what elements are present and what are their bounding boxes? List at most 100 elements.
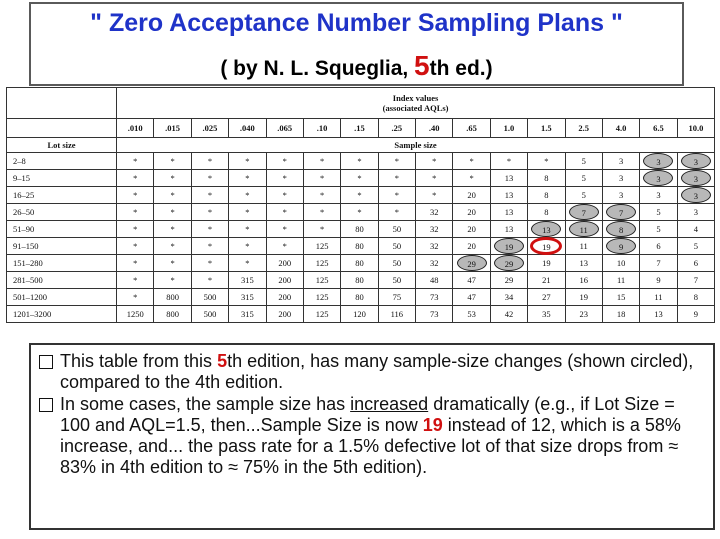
- sample-size-cell: *: [190, 254, 230, 272]
- sample-size-cell: 125: [302, 305, 342, 323]
- sample-size-cell: 3: [601, 152, 641, 170]
- note-text-1: This table from this 5th edition, has ma…: [60, 351, 705, 393]
- sample-size-cell: *: [228, 220, 267, 238]
- lot-size-cell: 2–8: [6, 152, 117, 170]
- aql-header-cell: .65: [452, 118, 491, 138]
- sample-size-cell: 125: [302, 271, 342, 289]
- checkbox-bullet-icon: [39, 355, 53, 369]
- aql-header-cell: .15: [340, 118, 379, 138]
- sample-size-cell: 35: [527, 305, 566, 323]
- sample-size-cell: *: [377, 169, 417, 187]
- note2-part-c: instead of 12, which is a 58% increase, …: [60, 415, 681, 477]
- index-values-header: Index values (associated AQLs): [115, 87, 716, 119]
- sample-size-cell: *: [340, 186, 379, 204]
- sample-size-cell: *: [377, 203, 417, 221]
- sample-size-cell: *: [265, 220, 304, 238]
- lot-size-cell: 501–1200: [6, 288, 117, 306]
- red-circle-highlight: 19: [530, 237, 563, 255]
- changed-circle-highlight: 3: [643, 153, 674, 169]
- sample-size-cell: 13: [639, 305, 678, 323]
- aql-header-cell: 1.0: [489, 118, 529, 138]
- sample-size-cell: 3: [676, 203, 716, 221]
- sample-size-cell: 315: [228, 288, 267, 306]
- sample-size-cell: *: [115, 152, 155, 170]
- sample-size-cell: 5: [564, 169, 603, 187]
- sample-size-cell: *: [340, 152, 379, 170]
- sample-size-cell: *: [115, 186, 155, 204]
- sample-size-cell: *: [265, 203, 304, 221]
- sample-size-cell: *: [302, 152, 342, 170]
- sample-size-cell: 50: [377, 237, 417, 255]
- sample-size-cell: 8: [527, 169, 566, 187]
- sample-size-cell: 47: [452, 288, 491, 306]
- sample-size-cell: *: [153, 169, 192, 187]
- changed-circle-highlight: 3: [680, 170, 711, 186]
- sample-size-cell: 29: [452, 254, 491, 272]
- note-text-2: In some cases, the sample size has incre…: [60, 394, 705, 478]
- note-bullet-2: In some cases, the sample size has incre…: [37, 394, 705, 478]
- sample-size-cell: *: [115, 169, 155, 187]
- sample-size-cell: *: [265, 152, 304, 170]
- changed-circle-highlight: 29: [456, 255, 487, 271]
- changed-circle-highlight: 8: [606, 221, 637, 237]
- sample-size-cell: *: [190, 237, 230, 255]
- table-row: 16–25 * * * * * * * * * 20 13 8 5 3 3 3: [6, 186, 716, 204]
- sample-size-cell: 80: [340, 237, 379, 255]
- sample-size-cell: 5: [564, 186, 603, 204]
- sample-size-cell: *: [153, 271, 192, 289]
- sample-size-cell: 73: [414, 288, 454, 306]
- sample-size-cell: 7: [676, 271, 716, 289]
- sample-size-cell: 13: [489, 220, 529, 238]
- sample-size-cell: 8: [676, 288, 716, 306]
- sample-size-cell: 19: [527, 254, 566, 272]
- sample-size-cell: 11: [564, 237, 603, 255]
- sample-size-cell: 7: [639, 254, 678, 272]
- changed-circle-highlight: 29: [493, 255, 524, 271]
- sample-size-cell: 800: [153, 305, 192, 323]
- sample-size-cell: *: [377, 186, 417, 204]
- sample-size-cell: 32: [414, 237, 454, 255]
- sample-size-cell: *: [228, 203, 267, 221]
- sample-size-cell: *: [153, 237, 192, 255]
- sample-size-cell: 20: [452, 220, 491, 238]
- subtitle-edition: 5: [414, 50, 430, 81]
- sample-size-cell: 3: [676, 186, 716, 204]
- lot-size-cell: 1201–3200: [6, 305, 117, 323]
- table-row: 281–500 * * * 315 200 125 80 50 48 47 29 21 16 11 9 7: [6, 271, 716, 289]
- sample-size-cell: 1250: [115, 305, 155, 323]
- lot-size-cell: 26–50: [6, 203, 117, 221]
- aql-header-cell: .25: [377, 118, 417, 138]
- sample-size-cell: *: [153, 220, 192, 238]
- sample-size-cell: 21: [527, 271, 566, 289]
- lot-size-header: Lot size: [6, 137, 117, 153]
- sample-size-cell: *: [414, 152, 454, 170]
- sample-size-cell: 47: [452, 271, 491, 289]
- sample-size-cell: 20: [452, 186, 491, 204]
- sample-size-cell: *: [302, 203, 342, 221]
- sample-size-cell: 8: [601, 220, 641, 238]
- sample-size-cell: 19: [527, 237, 566, 255]
- notes-box: This table from this 5th edition, has ma…: [29, 343, 715, 530]
- sample-size-cell: 3: [639, 186, 678, 204]
- sample-size-cell: *: [265, 169, 304, 187]
- sample-size-cell: 73: [414, 305, 454, 323]
- lot-size-cell: 16–25: [6, 186, 117, 204]
- sample-size-cell: *: [190, 203, 230, 221]
- sample-size-cell: *: [115, 220, 155, 238]
- sample-size-cell: 200: [265, 288, 304, 306]
- sample-size-cell: 50: [377, 254, 417, 272]
- sample-size-cell: 125: [302, 237, 342, 255]
- sample-size-cell: *: [302, 220, 342, 238]
- sample-size-cell: *: [190, 220, 230, 238]
- sample-size-cell: *: [265, 237, 304, 255]
- sample-size-cell: *: [527, 152, 566, 170]
- note1-edition: 5: [217, 351, 228, 371]
- sample-size-cell: *: [190, 271, 230, 289]
- table-row: 9–15 * * * * * * * * * * 13 8 5 3 3 3: [6, 169, 716, 187]
- changed-circle-highlight: 13: [531, 221, 562, 237]
- sample-size-cell: 75: [377, 288, 417, 306]
- sample-size-cell: *: [302, 169, 342, 187]
- sample-size-cell: 8: [527, 203, 566, 221]
- sample-size-cell: 9: [676, 305, 716, 323]
- aql-header-cell: .025: [190, 118, 230, 138]
